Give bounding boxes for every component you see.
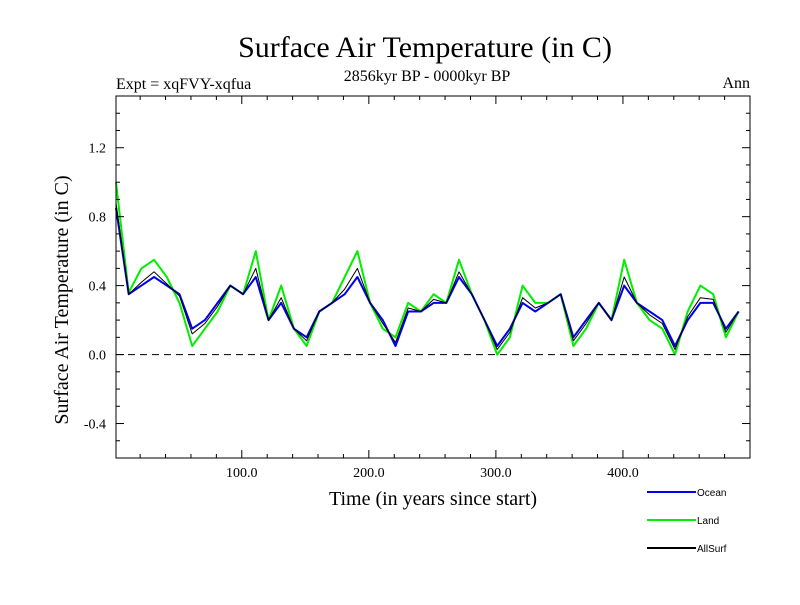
x-tick-label: 100.0 <box>226 466 258 481</box>
y-tick-label: -0.4 <box>84 418 106 433</box>
legend: Ocean Land AllSurf <box>647 488 727 555</box>
experiment-label: Expt = xqFVY-xqfua <box>116 76 251 93</box>
x-tick-label: 300.0 <box>480 466 512 481</box>
y-tick-label: 0.8 <box>89 211 107 226</box>
period-label: 2856kyr BP - 0000kyr BP <box>344 68 511 85</box>
y-axis-label: Surface Air Temperature (in C) <box>51 175 73 424</box>
legend-label-allsurf: AllSurf <box>697 544 727 555</box>
series-line-land <box>115 182 740 356</box>
ticks-layer: 100.0 200.0 300.0 400.0 -0.4 0.0 0.4 0.8 1.2 <box>84 96 750 481</box>
x-axis-label: Time (in years since start) <box>329 488 537 510</box>
series-layer <box>115 182 740 356</box>
y-tick-label: 0.4 <box>89 280 107 295</box>
y-tick-label: 1.2 <box>89 142 107 157</box>
series-line-allsurf <box>115 202 740 350</box>
plot-frame <box>115 95 751 459</box>
x-tick-label: 400.0 <box>607 466 639 481</box>
legend-label-land: Land <box>697 516 719 527</box>
legend-label-ocean: Ocean <box>697 488 726 499</box>
series-line-ocean <box>115 207 740 347</box>
plot-area: 100.0 200.0 300.0 400.0 -0.4 0.0 0.4 0.8 1.2 <box>84 95 751 481</box>
x-tick-label: 200.0 <box>353 466 385 481</box>
chart-title: Surface Air Temperature (in C) <box>238 31 612 64</box>
y-tick-label: 0.0 <box>89 349 107 364</box>
season-label: Ann <box>722 75 750 92</box>
